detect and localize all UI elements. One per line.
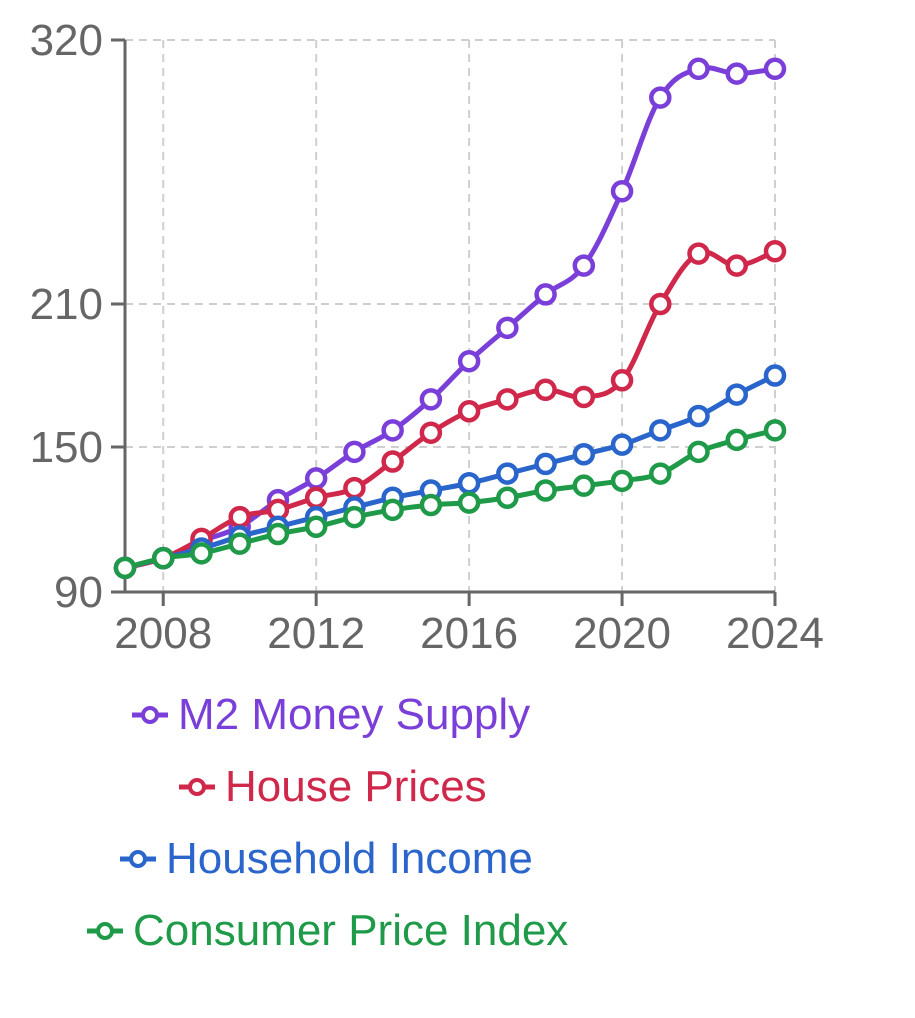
data-point <box>343 505 366 529</box>
data-point <box>457 400 481 423</box>
grid-lines <box>125 39 776 593</box>
data-point <box>381 419 404 442</box>
axes <box>123 40 775 594</box>
data-point <box>687 57 710 81</box>
data-point <box>304 467 328 490</box>
data-point <box>534 479 557 502</box>
data-series <box>113 57 787 580</box>
data-point <box>190 542 213 565</box>
data-point <box>343 440 366 464</box>
series-line <box>122 65 778 571</box>
legend-label: House Prices <box>225 762 487 811</box>
x-axis-ticks: 2008 2012 2016 2020 2024 <box>114 592 824 658</box>
data-point <box>381 450 404 473</box>
series-consumer-price-index <box>113 419 787 580</box>
x-tick-label: 2016 <box>420 609 518 658</box>
data-point <box>763 57 787 81</box>
data-point <box>228 532 251 555</box>
x-tick-label: 2012 <box>267 609 365 658</box>
data-point <box>649 292 672 316</box>
series-household-income <box>113 364 787 580</box>
data-point <box>496 486 519 509</box>
series-house-prices <box>113 239 787 580</box>
data-point <box>457 491 481 514</box>
data-point <box>763 364 787 387</box>
data-point <box>419 493 443 517</box>
data-point <box>725 383 749 406</box>
data-point <box>266 522 290 546</box>
data-point <box>304 486 328 509</box>
data-point <box>763 239 787 263</box>
data-point <box>649 86 672 109</box>
data-point <box>381 498 404 522</box>
legend-label: Consumer Price Index <box>133 906 569 955</box>
x-tick-label: 2008 <box>114 609 212 658</box>
series-line <box>122 427 778 571</box>
data-point <box>496 462 519 485</box>
data-point <box>649 419 672 442</box>
data-point <box>457 349 481 373</box>
y-tick-label: 210 <box>30 280 103 329</box>
legend-label: Household Income <box>166 834 533 883</box>
legend-marker-icon <box>179 778 215 796</box>
data-point <box>304 515 328 538</box>
data-point <box>610 179 634 203</box>
data-point <box>343 476 366 500</box>
legend-label: M2 Money Supply <box>178 690 531 739</box>
data-point <box>725 62 749 85</box>
data-point <box>572 385 596 409</box>
y-axis-ticks: 90 150 210 320 <box>30 16 125 617</box>
legend-item-consumer-price-index[interactable]: Consumer Price Index <box>85 906 568 956</box>
data-point <box>610 433 634 456</box>
data-point <box>572 443 596 466</box>
y-tick-label: 150 <box>30 423 103 472</box>
data-point <box>763 419 787 442</box>
data-point <box>610 369 634 392</box>
x-tick-label: 2020 <box>573 609 671 658</box>
data-point <box>496 388 519 411</box>
data-point <box>687 440 710 464</box>
data-point <box>534 378 557 402</box>
y-tick-label: 320 <box>30 16 103 65</box>
data-point <box>419 421 443 444</box>
legend-item-household-income[interactable]: Household Income <box>118 834 533 884</box>
data-point <box>457 472 481 495</box>
data-point <box>725 428 749 452</box>
data-point <box>534 452 557 476</box>
x-tick-label: 2024 <box>726 609 824 658</box>
data-point <box>687 242 710 265</box>
data-point <box>610 469 634 493</box>
line-chart: 90 150 210 320 2008 2012 2016 2020 2024 <box>30 16 824 658</box>
series-line <box>122 373 778 571</box>
y-tick-label: 90 <box>54 568 103 617</box>
data-point <box>649 462 672 485</box>
data-point <box>572 254 596 277</box>
data-point <box>496 316 519 340</box>
data-point <box>725 254 749 277</box>
data-point <box>534 283 557 306</box>
data-point <box>687 404 710 428</box>
legend-marker-icon <box>132 706 168 724</box>
legend-marker-icon <box>87 922 123 940</box>
data-point <box>572 474 596 497</box>
series-line <box>122 248 778 571</box>
series-m2-money-supply <box>113 57 787 580</box>
data-point <box>228 505 251 529</box>
legend-item-house-prices[interactable]: House Prices <box>177 762 487 812</box>
data-point <box>419 388 443 411</box>
legend-item-m2-money-supply[interactable]: M2 Money Supply <box>130 690 530 740</box>
data-point <box>113 556 137 580</box>
data-point <box>151 546 175 570</box>
legend-marker-icon <box>120 850 156 868</box>
